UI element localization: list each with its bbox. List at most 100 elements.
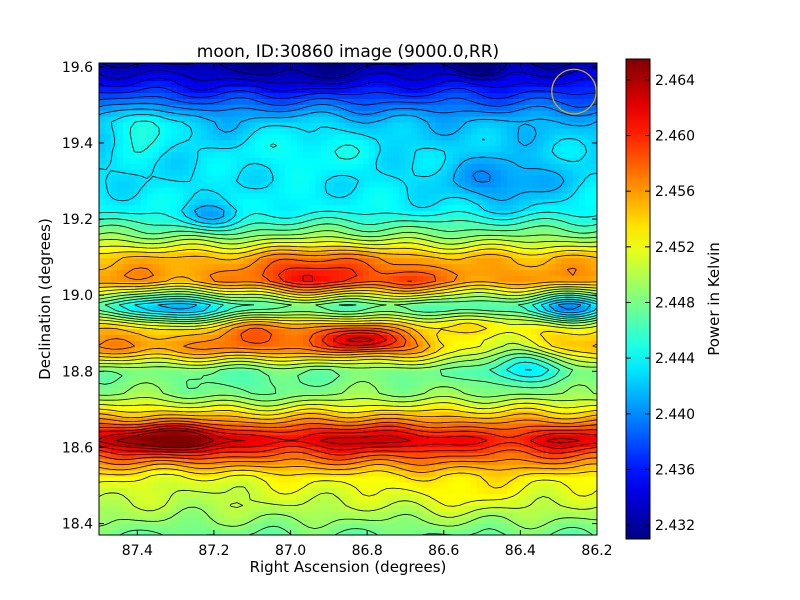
heatmap-cell <box>105 186 112 194</box>
heatmap-cell <box>105 446 112 453</box>
heatmap-cell <box>249 204 256 212</box>
heatmap-cell <box>585 387 592 394</box>
heatmap-cell <box>423 181 430 188</box>
heatmap-cell <box>297 517 304 524</box>
heatmap-cell <box>105 245 112 253</box>
heatmap-cell <box>561 529 568 535</box>
heatmap-cell <box>507 222 514 229</box>
heatmap-cell <box>381 228 388 235</box>
heatmap-cell <box>363 328 370 335</box>
heatmap-cell <box>309 375 316 383</box>
heatmap-cell <box>537 192 544 200</box>
heatmap-cell <box>435 505 442 512</box>
heatmap-cell <box>351 481 358 489</box>
heatmap-cell <box>261 446 268 453</box>
heatmap-cell <box>333 181 340 188</box>
heatmap-cell <box>315 422 322 430</box>
heatmap-cell <box>585 346 592 353</box>
heatmap-cell <box>249 417 256 424</box>
heatmap-cell <box>435 275 442 282</box>
heatmap-cell <box>435 458 442 465</box>
heatmap-cell <box>471 363 478 371</box>
heatmap-cell <box>291 293 298 300</box>
heatmap-cell <box>117 245 124 253</box>
heatmap-cell <box>267 493 274 501</box>
heatmap-cell <box>129 204 136 212</box>
heatmap-cell <box>549 411 556 418</box>
heatmap-cell <box>147 517 154 524</box>
heatmap-cell <box>159 275 166 282</box>
heatmap-cell <box>249 293 256 300</box>
heatmap-cell <box>345 493 352 501</box>
heatmap-cell <box>219 363 226 371</box>
heatmap-cell <box>327 393 334 400</box>
heatmap-cell <box>135 399 142 406</box>
heatmap-cell <box>219 523 226 530</box>
heatmap-cell <box>573 417 580 424</box>
heatmap-cell <box>495 228 502 235</box>
heatmap-cell <box>441 322 448 330</box>
heatmap-cell <box>147 493 154 501</box>
heatmap-cell <box>201 222 208 229</box>
heatmap-cell <box>243 529 250 535</box>
heatmap-cell <box>177 234 184 241</box>
heatmap-cell <box>393 181 400 188</box>
heatmap-cell <box>411 316 418 324</box>
heatmap-cell <box>111 464 118 471</box>
heatmap-cell <box>387 446 394 453</box>
heatmap-cell <box>363 511 370 518</box>
heatmap-cell <box>579 181 586 188</box>
heatmap-cell <box>483 216 490 223</box>
heatmap-cell <box>129 458 136 465</box>
heatmap-cell <box>339 281 346 288</box>
heatmap-cell <box>201 340 208 347</box>
heatmap-cell <box>459 452 466 459</box>
heatmap-cell <box>525 393 532 400</box>
heatmap-cell <box>267 186 274 194</box>
heatmap-cell <box>339 481 346 489</box>
heatmap-cell <box>195 487 202 495</box>
heatmap-cell <box>537 363 544 371</box>
heatmap-cell <box>153 228 160 235</box>
heatmap-cell <box>165 257 172 265</box>
heatmap-cell <box>171 181 178 188</box>
heatmap-cell <box>129 346 136 353</box>
heatmap-cell <box>405 523 412 530</box>
heatmap-cell <box>357 523 364 530</box>
heatmap-cell <box>261 334 268 341</box>
heatmap-cell <box>489 186 496 194</box>
heatmap-cell <box>99 358 106 365</box>
heatmap-cell <box>117 352 124 359</box>
heatmap-cell <box>387 222 394 229</box>
heatmap-cell <box>243 192 250 200</box>
heatmap-cell <box>309 222 316 229</box>
heatmap-cell <box>435 257 442 265</box>
heatmap-cell <box>285 517 292 524</box>
heatmap-cell <box>201 499 208 507</box>
heatmap-cell <box>177 281 184 288</box>
heatmap-cell <box>117 411 124 418</box>
heatmap-cell <box>315 511 322 518</box>
heatmap-cell <box>573 204 580 212</box>
heatmap-cell <box>501 470 508 477</box>
heatmap-cell <box>591 499 597 507</box>
heatmap-cell <box>561 476 568 483</box>
heatmap-cell <box>363 352 370 359</box>
heatmap-cell <box>441 511 448 518</box>
heatmap-cell <box>531 446 538 453</box>
heatmap-cell <box>243 228 250 235</box>
heatmap-cell <box>123 234 130 241</box>
heatmap-cell <box>423 487 430 495</box>
heatmap-cell <box>465 316 472 324</box>
heatmap-cell <box>579 375 586 383</box>
heatmap-cell <box>147 458 154 465</box>
heatmap-cell <box>525 204 532 212</box>
heatmap-cell <box>447 387 454 394</box>
heatmap-cell <box>519 505 526 512</box>
heatmap-cell <box>585 476 592 483</box>
heatmap-cell <box>255 393 262 400</box>
heatmap-cell <box>381 399 388 406</box>
heatmap-cell <box>303 210 310 217</box>
heatmap-cell <box>327 186 334 194</box>
heatmap-cell <box>285 299 292 306</box>
